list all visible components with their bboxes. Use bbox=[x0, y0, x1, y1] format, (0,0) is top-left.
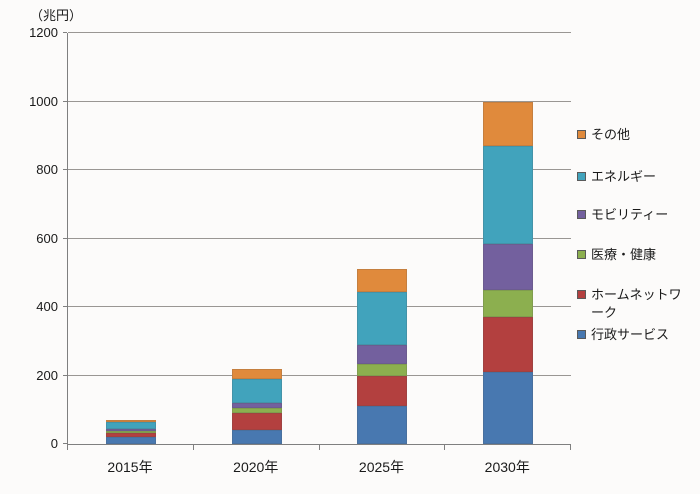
x-axis-tick-mark bbox=[444, 445, 446, 450]
y-axis-tick-label: 600 bbox=[36, 230, 58, 246]
bar-segment bbox=[231, 430, 282, 444]
y-axis-tick-mark bbox=[63, 306, 67, 307]
legend-swatch-icon bbox=[577, 290, 586, 299]
y-axis-tick-mark bbox=[63, 100, 67, 102]
legend-label: 行政サービス bbox=[591, 327, 670, 342]
legend-item: モビリティー bbox=[577, 206, 668, 224]
y-axis-tick-label: 200 bbox=[36, 367, 58, 383]
y-axis-tick-mark bbox=[63, 374, 67, 376]
bar-segment bbox=[483, 289, 534, 318]
bar-segment bbox=[231, 402, 282, 409]
bar-segment bbox=[483, 243, 534, 290]
legend-swatch-icon bbox=[577, 330, 586, 339]
bar-segment bbox=[357, 269, 408, 292]
x-axis-tick-mark bbox=[318, 445, 320, 450]
legend-label: その他 bbox=[591, 127, 631, 142]
x-axis-tick-mark bbox=[67, 445, 68, 450]
bar-segment bbox=[483, 101, 534, 147]
legend-swatch-icon bbox=[577, 250, 586, 259]
bar-segment bbox=[231, 408, 282, 414]
y-axis-tick-label: 0 bbox=[50, 436, 58, 451]
bar-segment bbox=[231, 368, 282, 379]
plot-area bbox=[67, 32, 571, 445]
x-axis-tick-mark bbox=[570, 445, 571, 450]
bar-segment bbox=[357, 375, 408, 407]
bar-segment bbox=[105, 431, 156, 433]
bar-segment bbox=[357, 406, 408, 444]
x-axis-tick-label: 2015年 bbox=[107, 459, 153, 475]
legend-label: 医療・健康 bbox=[591, 247, 657, 262]
y-axis-tick-mark bbox=[63, 237, 67, 239]
bar-segment bbox=[105, 432, 156, 438]
bar-segment bbox=[105, 428, 156, 432]
y-axis-tick-label: 1000 bbox=[29, 93, 58, 109]
legend-item: 医療・健康 bbox=[577, 246, 656, 264]
legend-label: エネルギー bbox=[591, 169, 657, 184]
bar-segment bbox=[105, 437, 156, 444]
y-axis-tick-mark bbox=[63, 169, 67, 170]
x-axis-tick-label: 2025年 bbox=[358, 459, 405, 475]
gridline bbox=[68, 100, 571, 102]
gridline bbox=[68, 306, 571, 307]
bar-segment bbox=[483, 146, 534, 244]
legend-item: ホームネットワーク bbox=[577, 286, 683, 322]
x-axis-tick-mark bbox=[192, 445, 194, 450]
x-axis-tick-label: 2030年 bbox=[484, 459, 530, 475]
y-axis-unit-label: （兆円） bbox=[30, 8, 83, 23]
bar-segment bbox=[483, 317, 534, 373]
bar-segment bbox=[357, 344, 408, 364]
gridline bbox=[68, 374, 571, 376]
gridline bbox=[68, 32, 571, 33]
y-axis-tick-label: 400 bbox=[36, 299, 58, 314]
bar-segment bbox=[483, 372, 534, 444]
legend-label: モビリティー bbox=[591, 207, 669, 222]
y-axis-tick-label: 800 bbox=[36, 162, 58, 177]
bar-segment bbox=[231, 413, 282, 431]
bar-segment bbox=[105, 421, 156, 429]
legend-swatch-icon bbox=[577, 210, 586, 219]
legend-label: ホームネットワーク bbox=[591, 287, 682, 320]
legend-swatch-icon bbox=[577, 130, 586, 139]
x-axis-tick-label: 2020年 bbox=[233, 459, 279, 475]
legend-item: 行政サービス bbox=[577, 326, 669, 344]
y-axis-tick-mark bbox=[63, 32, 67, 33]
y-axis-tick-mark bbox=[63, 443, 67, 444]
bar-segment bbox=[105, 420, 156, 422]
y-axis-tick-label: 1200 bbox=[29, 25, 58, 40]
bar-segment bbox=[231, 378, 282, 403]
gridline bbox=[68, 169, 571, 170]
legend-item: その他 bbox=[577, 126, 630, 144]
legend-item: エネルギー bbox=[577, 168, 656, 186]
legend-swatch-icon bbox=[577, 172, 586, 181]
bar-segment bbox=[357, 291, 408, 345]
gridline bbox=[68, 237, 571, 239]
bar-segment bbox=[357, 363, 408, 376]
